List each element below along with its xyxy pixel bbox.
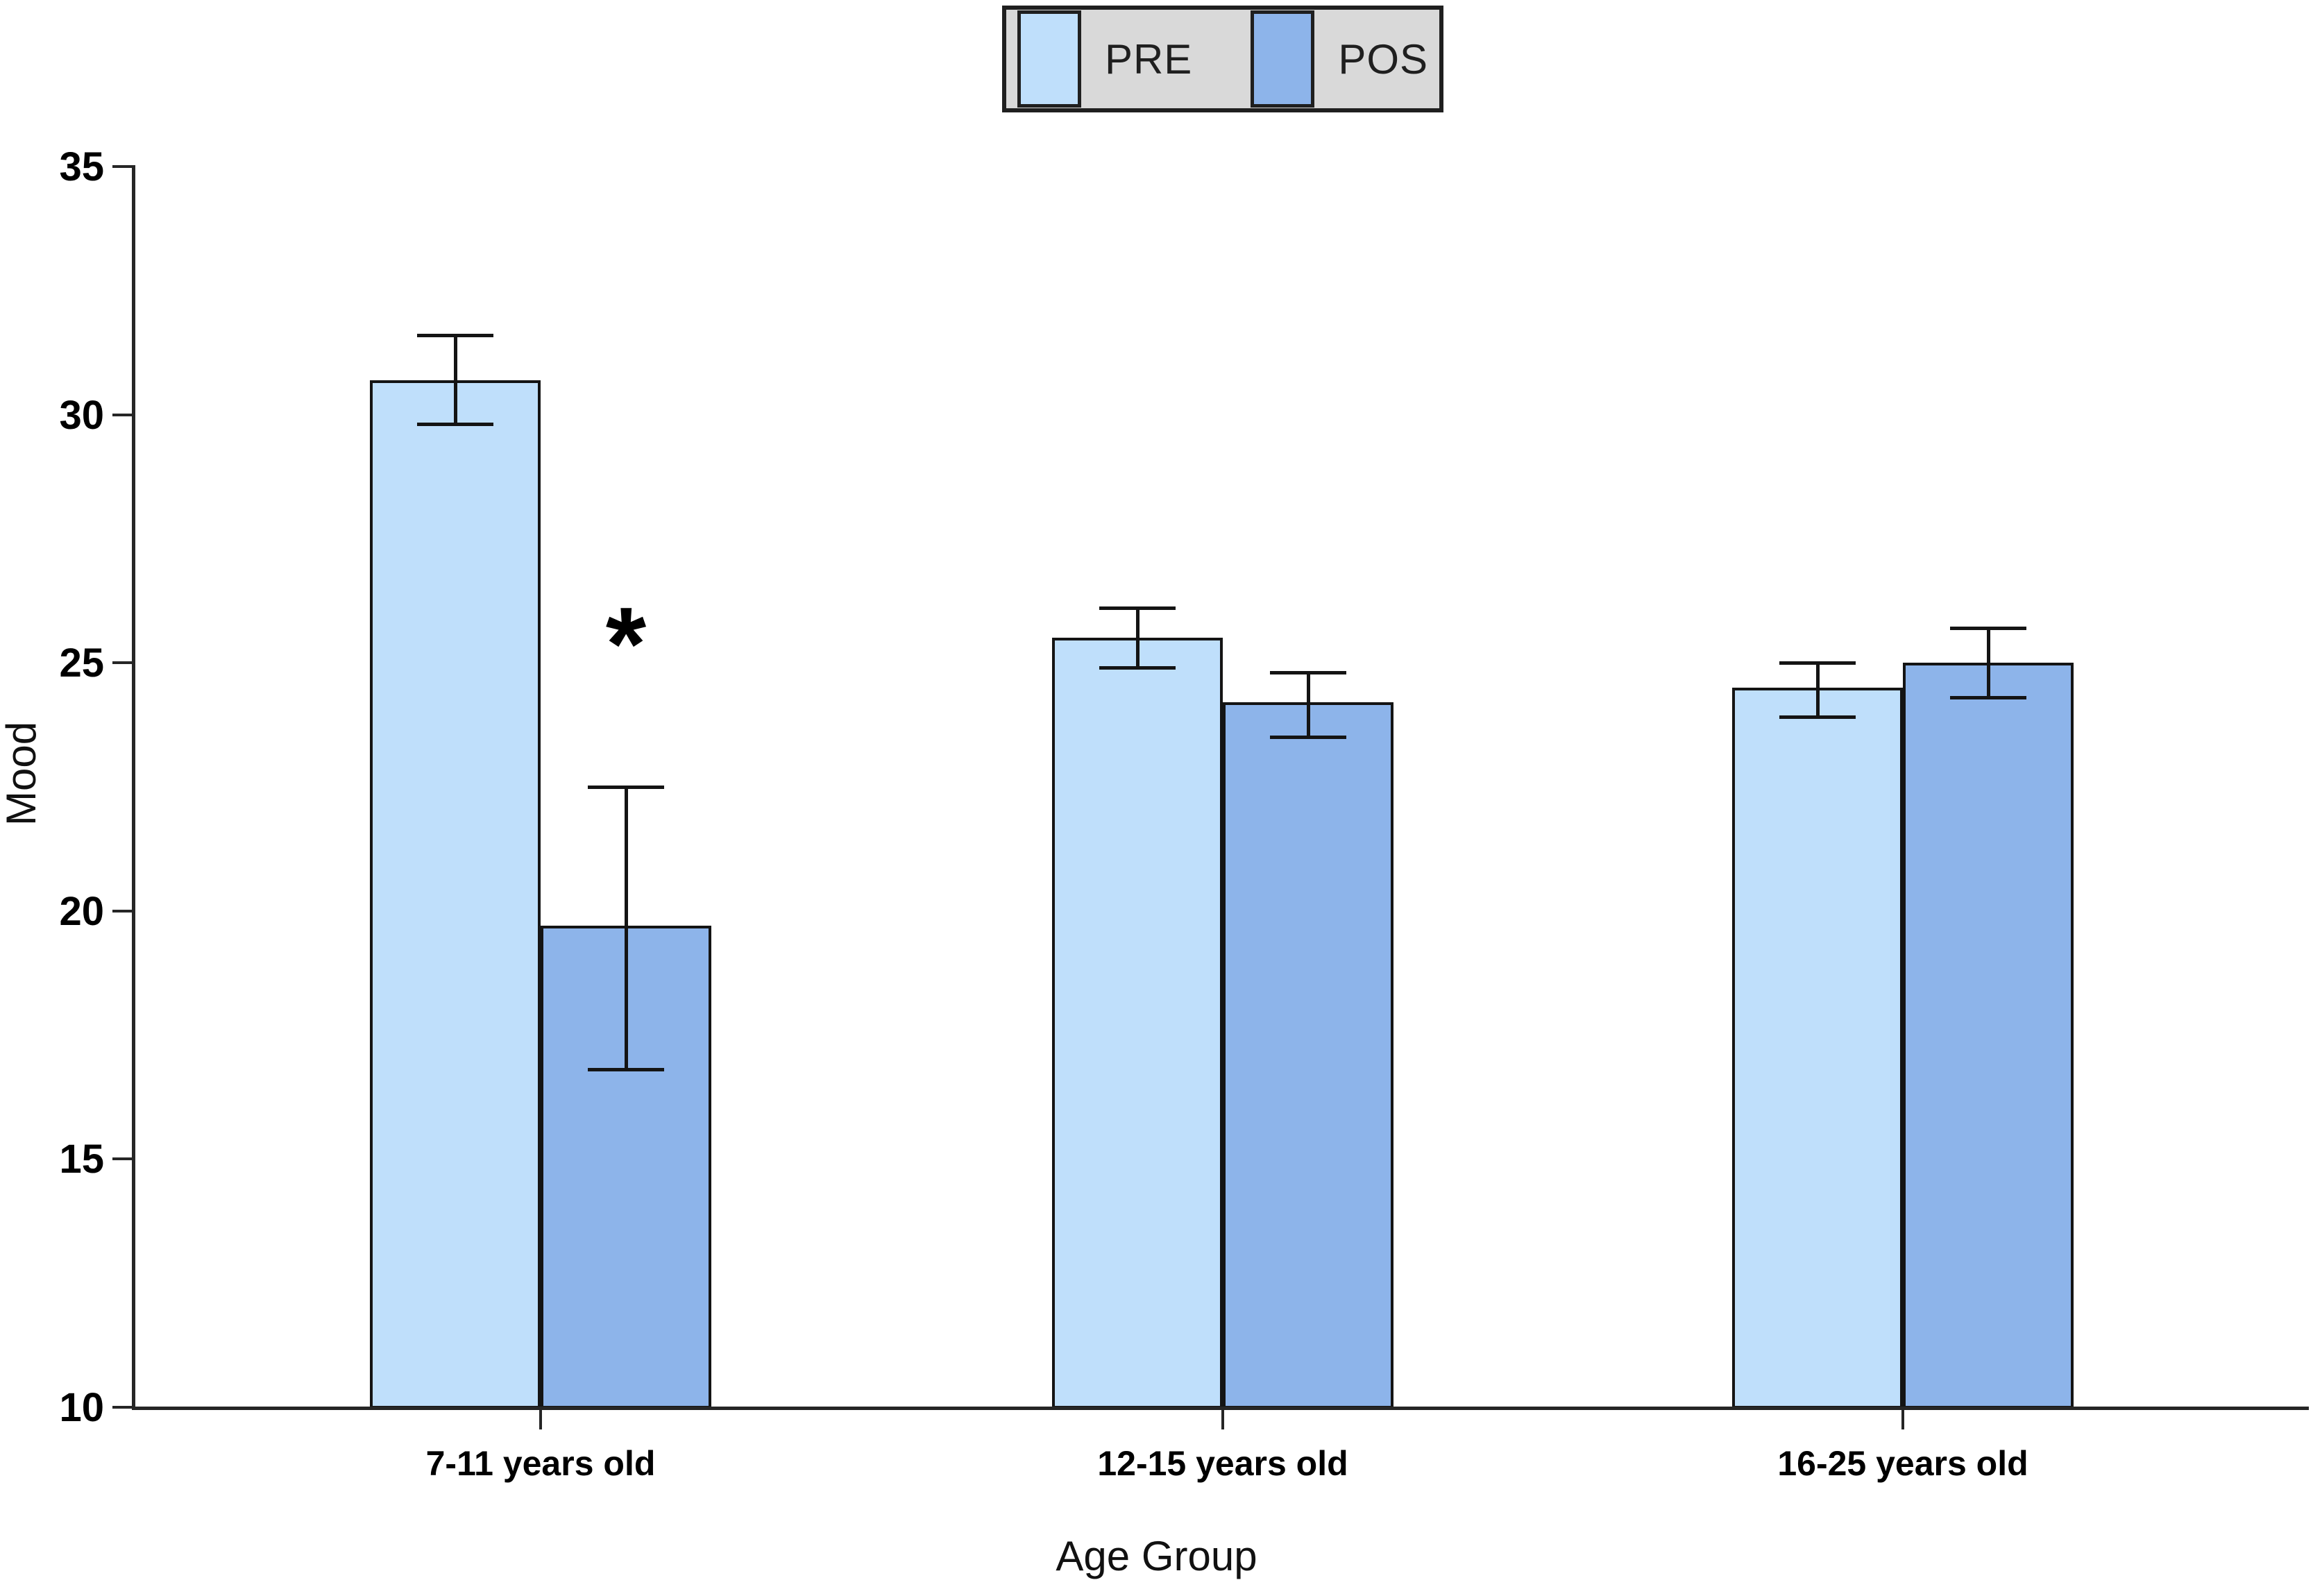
legend-item-pre: PRE [1017,10,1192,108]
y-tick-label: 10 [59,1385,104,1430]
y-tick [112,1406,132,1409]
error-bar-pre-0 [453,335,457,425]
x-category-label: 16-25 years old [1777,1444,2028,1483]
bar-pre-2 [1732,687,1903,1409]
error-cap-bottom [1950,695,2026,699]
y-tick-label: 20 [59,888,104,934]
x-tick [1221,1410,1224,1429]
significance-asterisk: * [605,585,647,702]
bar-pos-0 [541,926,711,1409]
error-cap-bottom [588,1068,664,1072]
y-tick [112,661,132,665]
y-tick [112,413,132,416]
x-axis [132,1407,2309,1410]
x-axis-title: Age Group [1056,1533,1257,1579]
bar-pos-1 [1223,702,1393,1409]
error-cap-bottom [1270,735,1346,739]
error-cap-top [1099,606,1176,611]
x-tick [539,1410,542,1429]
legend-swatch-pre [1017,10,1081,108]
y-tick-label: 35 [59,144,104,189]
error-cap-top [1950,626,2026,630]
error-cap-top [588,785,664,789]
y-axis-title: Mood [0,721,44,826]
x-category-label: 12-15 years old [1097,1444,1348,1483]
legend: PRE POS [1002,6,1443,112]
legend-item-pos: POS [1251,10,1428,108]
y-tick-label: 15 [59,1137,104,1182]
error-cap-bottom [1099,665,1176,670]
x-category-label: 7-11 years old [425,1444,656,1483]
bar-pre-1 [1052,638,1223,1409]
error-cap-top [417,333,493,337]
y-tick [112,909,132,912]
error-cap-bottom [1779,715,1856,720]
legend-swatch-pos [1251,10,1315,108]
legend-label-pre: PRE [1104,35,1193,83]
error-cap-top [1779,661,1856,665]
error-bar-pre-1 [1135,608,1139,668]
error-cap-bottom [417,423,493,427]
y-tick [112,1157,132,1161]
error-bar-pos-2 [1986,628,1990,698]
y-tick-label: 25 [59,640,104,686]
x-tick [1901,1410,1904,1429]
error-cap-top [1270,671,1346,674]
bar-pre-0 [370,380,541,1409]
y-tick [112,165,132,168]
y-tick-label: 30 [59,392,104,438]
error-bar-pre-2 [1815,663,1820,718]
error-bar-pos-1 [1306,672,1310,738]
error-bar-pos-0 [624,787,628,1070]
bar-pos-2 [1903,663,2074,1409]
y-axis [132,165,135,1409]
legend-label-pos: POS [1338,35,1429,83]
